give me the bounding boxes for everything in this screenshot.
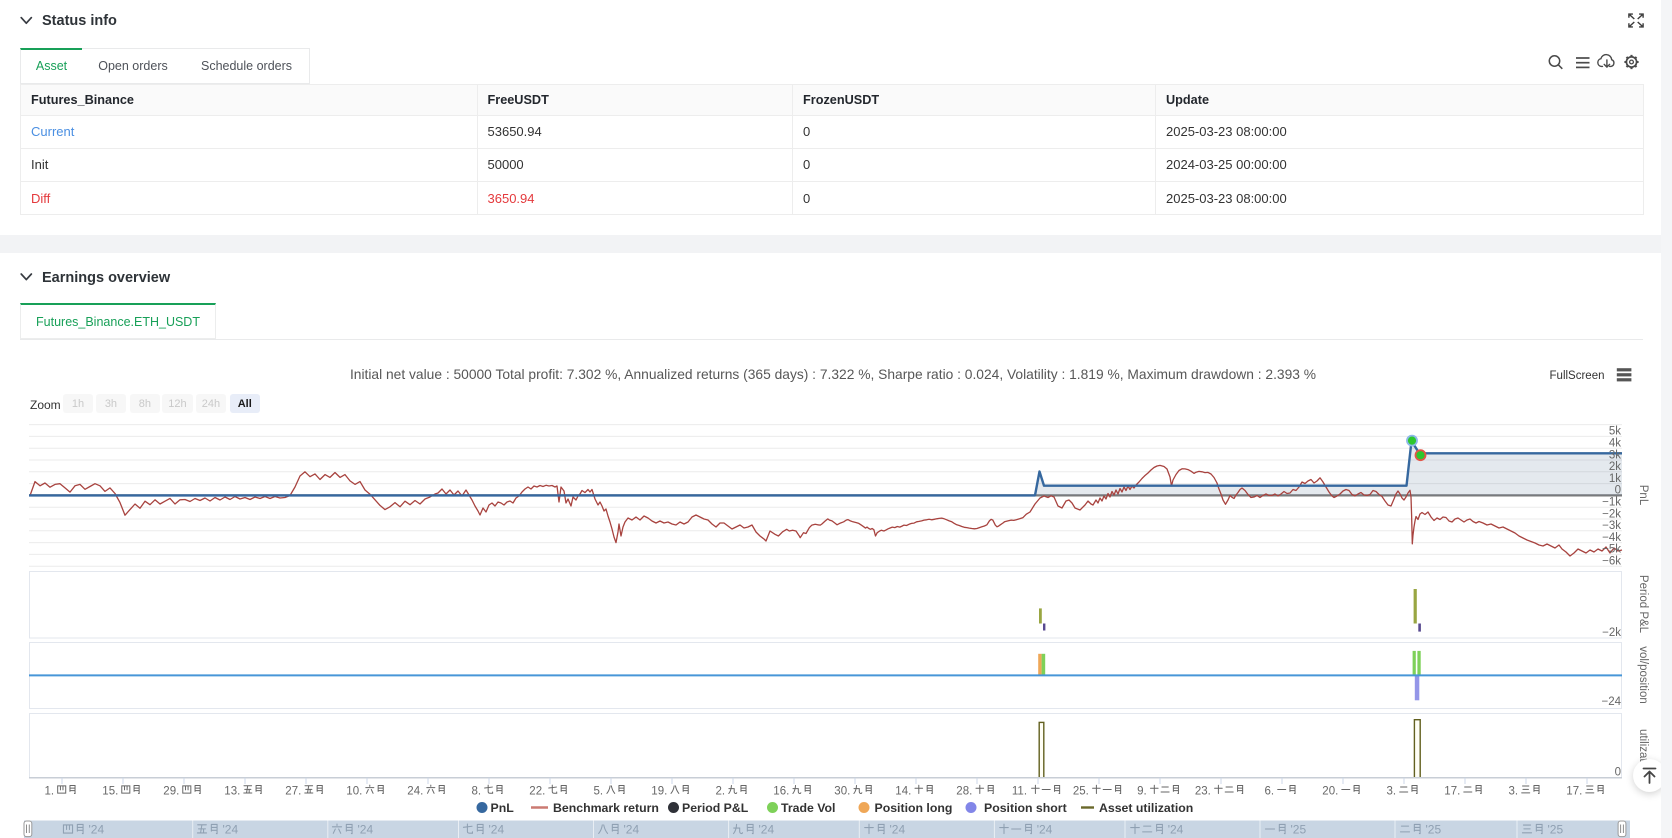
svg-text:29.: 29. [163, 785, 179, 797]
svg-text:'25: '25 [1426, 823, 1442, 837]
svg-text:'24: '24 [624, 823, 640, 837]
svg-text:11.: 11. [1012, 785, 1027, 797]
svg-text:13.: 13. [224, 785, 240, 797]
svg-text:−24: −24 [1601, 696, 1621, 708]
svg-text:27.: 27. [285, 785, 301, 797]
svg-text:1k: 1k [1609, 473, 1621, 485]
svg-text:0: 0 [1615, 767, 1621, 779]
svg-text:vol/position: vol/position [1637, 646, 1649, 704]
svg-text:17.: 17. [1444, 785, 1460, 797]
svg-text:PnL: PnL [1637, 485, 1649, 506]
svg-text:5.: 5. [594, 785, 604, 797]
svg-text:14.: 14. [895, 785, 911, 797]
svg-text:22.: 22. [529, 785, 545, 797]
svg-text:16.: 16. [773, 785, 789, 797]
svg-text:2.: 2. [716, 785, 726, 797]
svg-text:8.: 8. [472, 785, 482, 797]
svg-text:5k: 5k [1609, 426, 1621, 438]
svg-text:−1k: −1k [1602, 497, 1621, 509]
svg-text:25.: 25. [1073, 785, 1089, 797]
svg-text:0: 0 [1615, 485, 1621, 497]
svg-text:'24: '24 [1037, 823, 1053, 837]
svg-text:28.: 28. [956, 785, 972, 797]
svg-text:'24: '24 [223, 823, 239, 837]
svg-text:'24: '24 [759, 823, 775, 837]
svg-text:−5k: −5k [1602, 544, 1621, 556]
svg-text:−2k: −2k [1602, 508, 1621, 520]
svg-text:20.: 20. [1322, 785, 1338, 797]
svg-text:6.: 6. [1265, 785, 1275, 797]
svg-text:'24: '24 [890, 823, 906, 837]
svg-text:30.: 30. [834, 785, 850, 797]
svg-text:15.: 15. [102, 785, 118, 797]
svg-text:−3k: −3k [1602, 520, 1621, 532]
svg-text:−4k: −4k [1602, 532, 1621, 544]
svg-text:−6k: −6k [1602, 556, 1621, 568]
svg-text:Trade Vol: Trade Vol [781, 801, 835, 815]
svg-text:'24: '24 [1168, 823, 1184, 837]
svg-text:'24: '24 [489, 823, 505, 837]
svg-text:Position short: Position short [984, 801, 1067, 815]
svg-text:4k: 4k [1609, 438, 1621, 450]
svg-text:3k: 3k [1609, 449, 1621, 461]
svg-text:3.: 3. [1387, 785, 1397, 797]
svg-text:19.: 19. [651, 785, 667, 797]
svg-text:Period P&L: Period P&L [682, 801, 749, 815]
svg-text:3.: 3. [1509, 785, 1519, 797]
svg-text:Position long: Position long [875, 801, 953, 815]
svg-text:'25: '25 [1291, 823, 1307, 837]
svg-text:'25: '25 [1548, 823, 1564, 837]
svg-text:23.: 23. [1195, 785, 1211, 797]
svg-text:24.: 24. [407, 785, 423, 797]
svg-text:2k: 2k [1609, 461, 1621, 473]
svg-text:1.: 1. [45, 785, 55, 797]
svg-text:10.: 10. [346, 785, 362, 797]
svg-text:PnL: PnL [491, 801, 515, 815]
svg-text:Period P&L: Period P&L [1637, 575, 1649, 634]
svg-text:17.: 17. [1566, 785, 1582, 797]
svg-text:−2k: −2k [1602, 627, 1621, 639]
svg-text:Asset utilization: Asset utilization [1099, 801, 1193, 815]
svg-text:Benchmark return: Benchmark return [553, 801, 659, 815]
svg-text:'24: '24 [89, 823, 105, 837]
svg-text:9.: 9. [1137, 785, 1147, 797]
svg-text:'24: '24 [358, 823, 374, 837]
